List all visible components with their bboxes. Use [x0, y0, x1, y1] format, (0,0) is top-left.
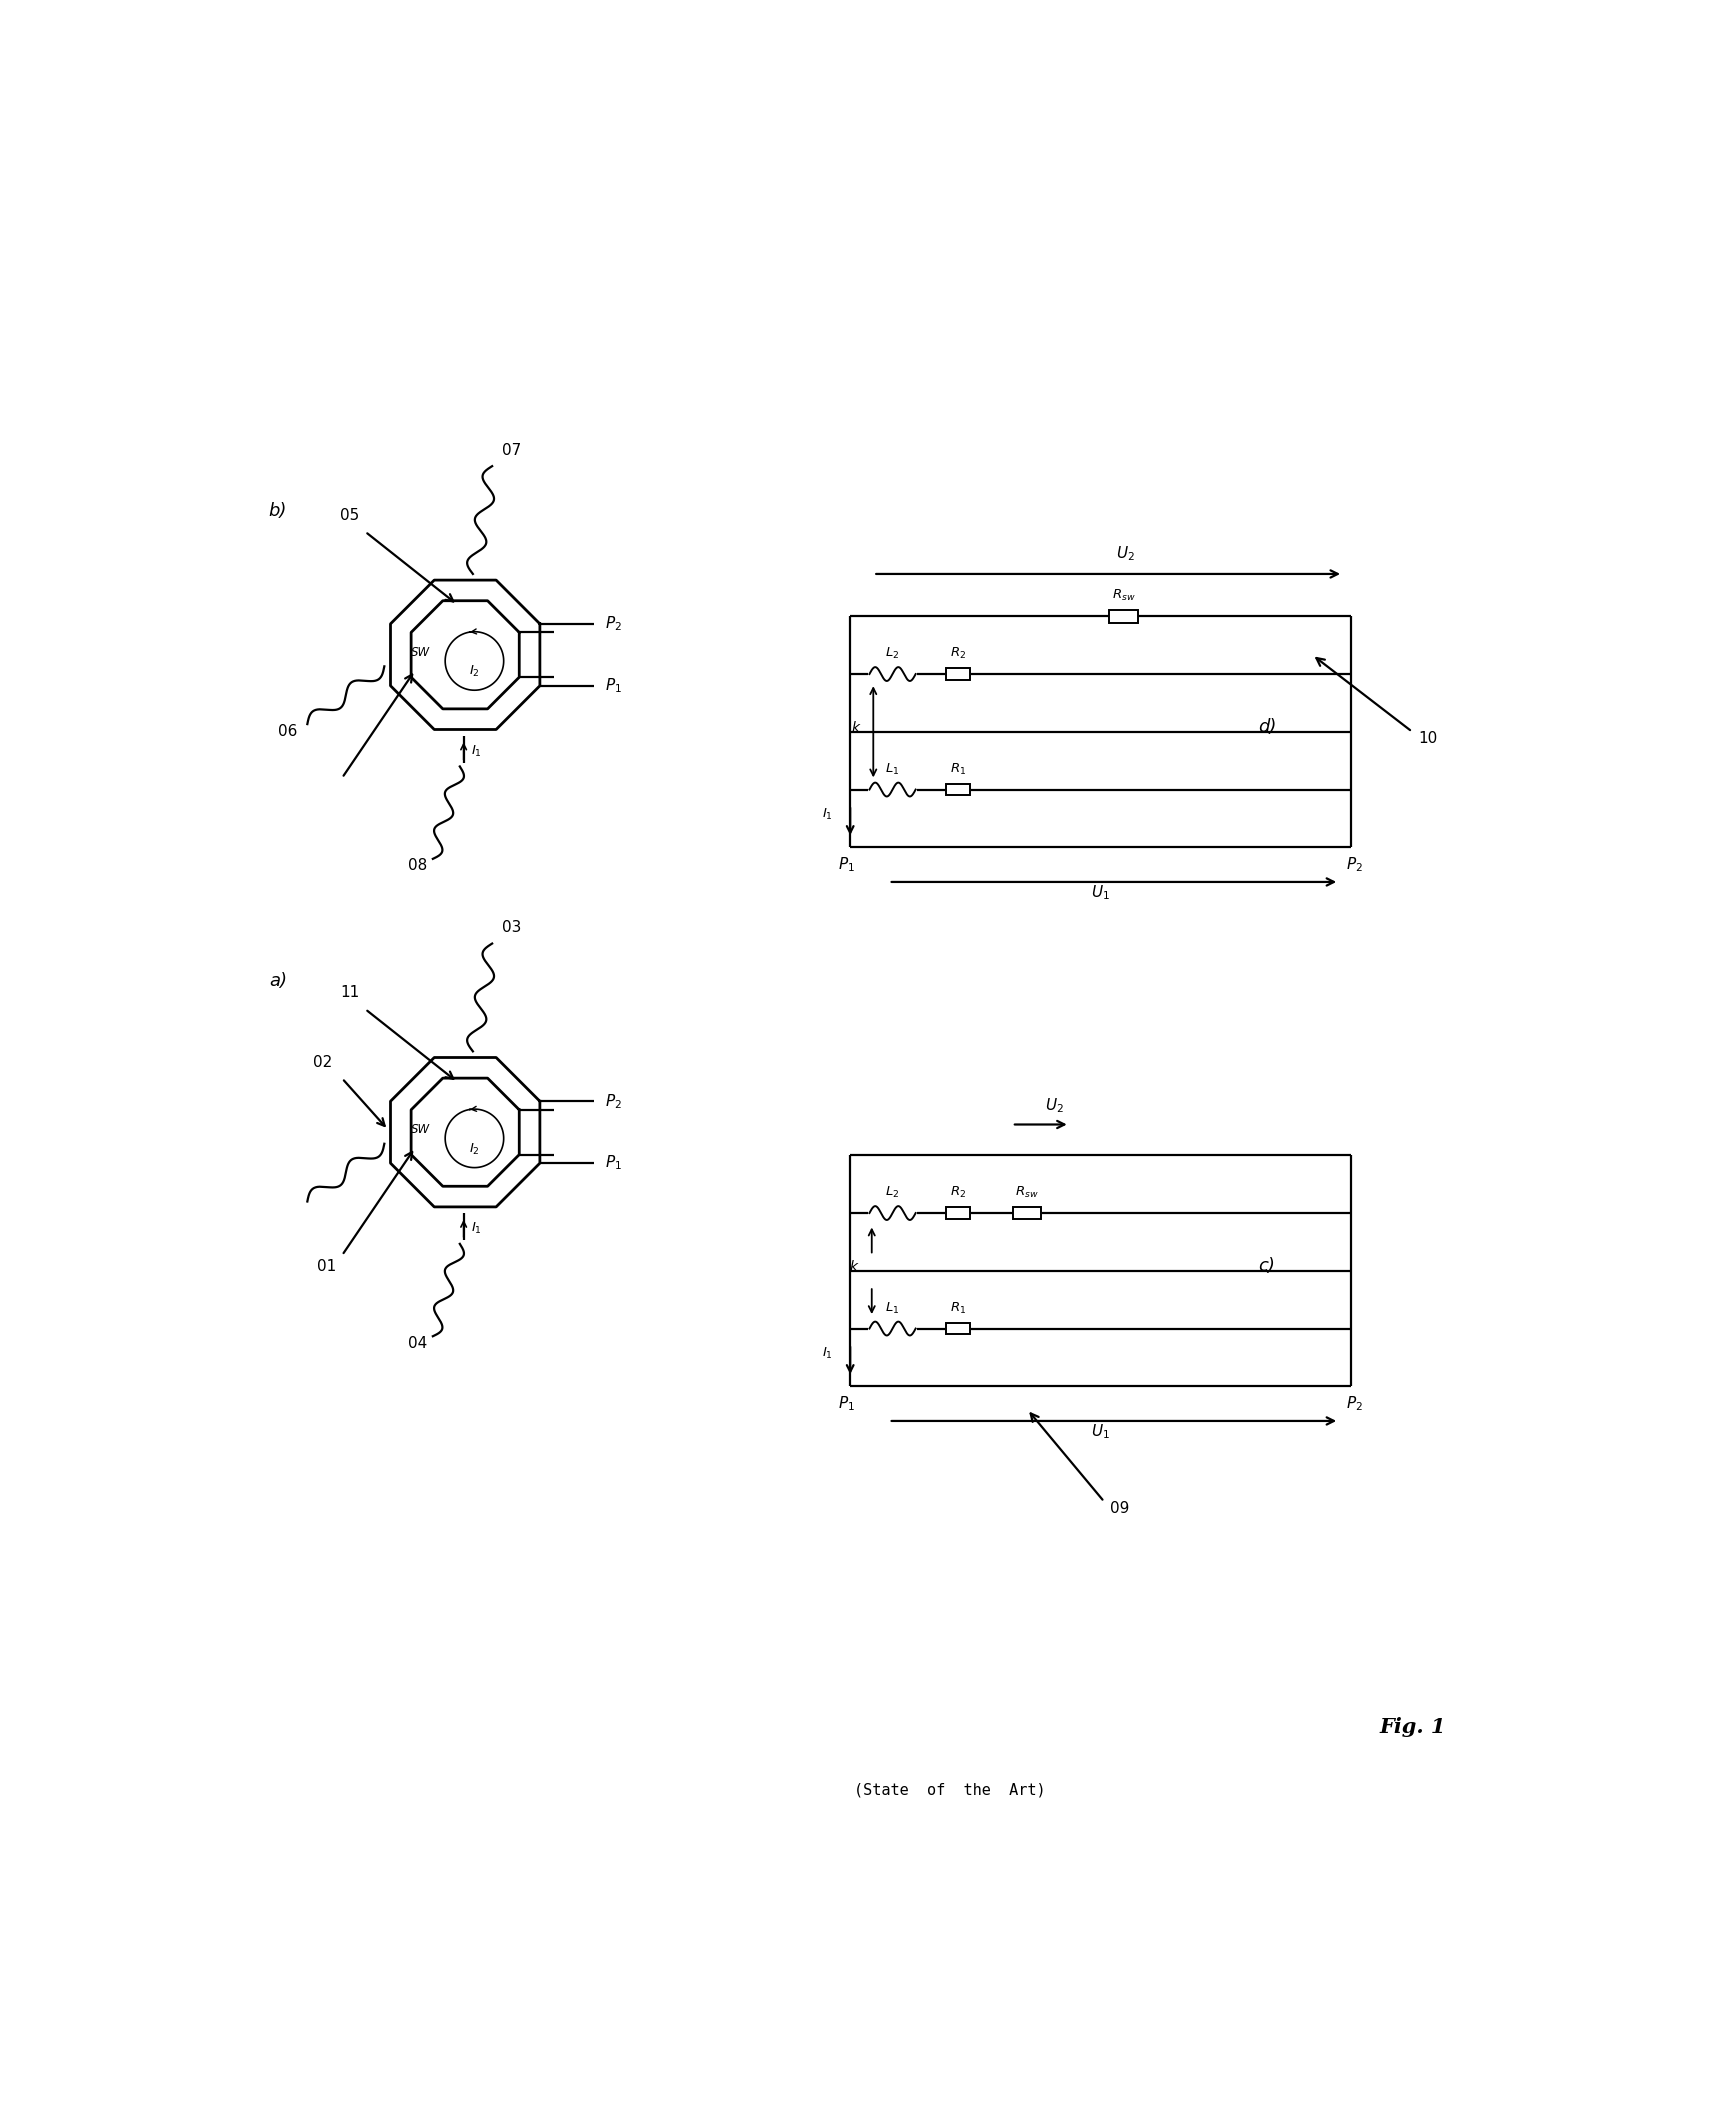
Text: $P_1$: $P_1$ — [606, 1153, 623, 1172]
Text: $k$: $k$ — [849, 1259, 860, 1274]
Text: $I_1$: $I_1$ — [472, 1221, 482, 1236]
Text: $R_{sw}$: $R_{sw}$ — [1112, 589, 1136, 604]
Text: Fig. 1: Fig. 1 — [1380, 1717, 1445, 1736]
Text: 03: 03 — [501, 920, 522, 935]
Text: $R_1$: $R_1$ — [951, 1300, 966, 1317]
Text: $R_2$: $R_2$ — [951, 647, 966, 661]
Text: $L_1$: $L_1$ — [885, 761, 899, 776]
Text: 08: 08 — [408, 859, 427, 873]
Text: $R_2$: $R_2$ — [951, 1185, 966, 1200]
Text: $L_2$: $L_2$ — [885, 1185, 899, 1200]
Bar — [946, 668, 970, 681]
Text: $U_2$: $U_2$ — [1045, 1096, 1064, 1115]
Text: $L_1$: $L_1$ — [885, 1300, 899, 1317]
Text: $P_2$: $P_2$ — [1345, 1393, 1363, 1412]
Text: (State  of  the  Art): (State of the Art) — [855, 1783, 1047, 1798]
Text: $I_2$: $I_2$ — [468, 664, 480, 678]
Text: 11: 11 — [340, 986, 359, 1001]
Text: $U_2$: $U_2$ — [1115, 545, 1134, 564]
Text: $L_2$: $L_2$ — [885, 647, 899, 661]
Text: $P_1$: $P_1$ — [837, 1393, 855, 1412]
Text: $P_2$: $P_2$ — [606, 615, 623, 634]
Text: $P_2$: $P_2$ — [1345, 854, 1363, 873]
Text: 06: 06 — [278, 723, 299, 738]
Text: 05: 05 — [340, 509, 359, 524]
Text: $U_1$: $U_1$ — [1091, 884, 1110, 901]
Bar — [946, 1323, 970, 1333]
Text: a): a) — [269, 971, 287, 990]
Text: $I_2$: $I_2$ — [468, 1141, 480, 1158]
Text: $I_1$: $I_1$ — [472, 744, 482, 759]
Text: $I_1$: $I_1$ — [822, 808, 834, 823]
Text: 09: 09 — [1110, 1501, 1129, 1516]
Text: 10: 10 — [1417, 731, 1438, 746]
Text: d): d) — [1258, 719, 1277, 736]
Text: c): c) — [1258, 1257, 1275, 1274]
Text: SW: SW — [412, 1124, 431, 1136]
Bar — [1014, 1206, 1042, 1219]
Text: $R_{sw}$: $R_{sw}$ — [1016, 1185, 1040, 1200]
Text: 04: 04 — [408, 1336, 427, 1350]
Text: $P_1$: $P_1$ — [606, 676, 623, 695]
Text: $P_1$: $P_1$ — [837, 854, 855, 873]
Text: $k$: $k$ — [851, 721, 861, 736]
Text: 01: 01 — [317, 1259, 336, 1274]
Text: $P_2$: $P_2$ — [606, 1092, 623, 1111]
Bar — [946, 1206, 970, 1219]
Text: b): b) — [269, 502, 287, 519]
Text: $I_1$: $I_1$ — [822, 1346, 834, 1361]
Bar — [1109, 611, 1138, 623]
Text: $R_1$: $R_1$ — [951, 761, 966, 776]
Text: SW: SW — [412, 647, 431, 659]
Text: 07: 07 — [501, 443, 522, 458]
Bar — [946, 784, 970, 795]
Text: $U_1$: $U_1$ — [1091, 1423, 1110, 1442]
Text: 02: 02 — [312, 1056, 333, 1071]
